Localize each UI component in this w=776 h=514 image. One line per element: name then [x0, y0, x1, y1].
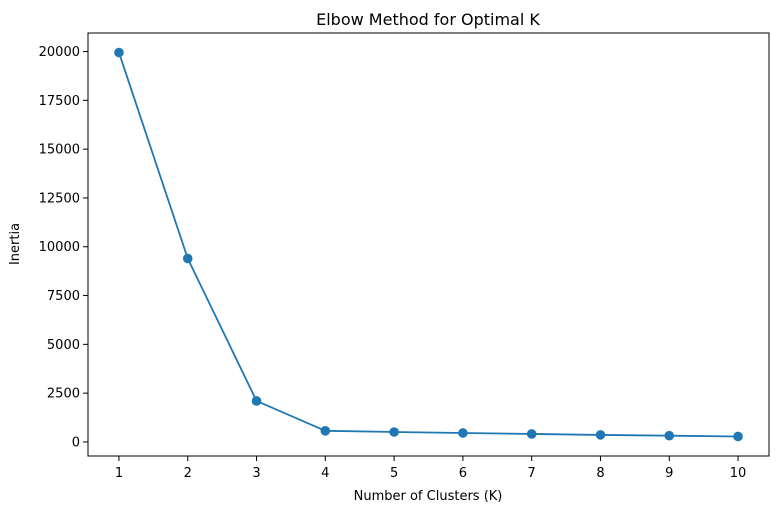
- plot-frame: [87, 32, 770, 457]
- series-layer: [114, 47, 743, 442]
- chart-title: Elbow Method for Optimal K: [316, 10, 540, 29]
- x-tick-label: 6: [459, 466, 467, 481]
- x-tick-label: 9: [665, 466, 673, 481]
- x-tick-label: 3: [252, 466, 260, 481]
- series-line: [118, 52, 739, 438]
- y-tick-label: 15000: [39, 143, 80, 158]
- x-tick-label: 8: [596, 466, 604, 481]
- data-point: [251, 396, 262, 406]
- data-point: [733, 431, 743, 442]
- y-tick-label: 5000: [47, 338, 80, 353]
- y-tick-label: 20000: [39, 45, 80, 60]
- data-point: [526, 429, 537, 439]
- x-tick-label: 4: [321, 466, 329, 481]
- data-point: [182, 253, 193, 264]
- data-point: [458, 428, 468, 438]
- data-point: [389, 427, 399, 437]
- y-axis: 0 2500 5000 7500 10000 12500 15000 17500 20000: [39, 45, 88, 450]
- data-point: [664, 430, 675, 441]
- y-tick-label: 0: [72, 435, 80, 450]
- y-tick-label: 12500: [39, 191, 80, 206]
- data-point: [320, 426, 331, 436]
- x-tick-label: 7: [528, 466, 536, 481]
- x-tick-label: 5: [390, 466, 398, 481]
- x-axis-label: Number of Clusters (K): [354, 489, 503, 504]
- y-tick-label: 17500: [39, 94, 80, 109]
- y-tick-label: 7500: [47, 289, 80, 304]
- y-axis-label: Inertia: [8, 223, 23, 265]
- x-tick-label: 2: [184, 466, 192, 481]
- x-tick-label: 1: [115, 466, 123, 481]
- data-point: [114, 47, 124, 58]
- y-tick-label: 2500: [47, 387, 80, 402]
- y-tick-label: 10000: [39, 240, 80, 255]
- x-axis: 1 2 3 4 5 6 7 8 9 10: [115, 456, 747, 481]
- data-point: [595, 430, 606, 440]
- x-tick-label: 10: [730, 466, 747, 481]
